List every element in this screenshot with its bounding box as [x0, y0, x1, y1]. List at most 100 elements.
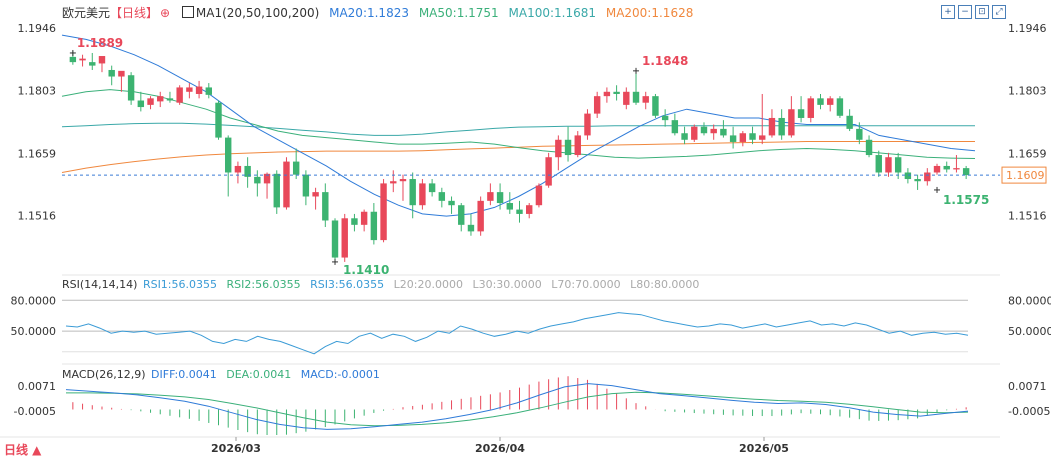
candle-body	[933, 165, 941, 173]
candle-body	[729, 135, 737, 142]
ma50-value: MA50:1.1751	[418, 6, 499, 20]
candle-body	[904, 172, 912, 180]
rsi-label: RSI(14,14,14)	[62, 278, 138, 291]
ma-label: MA1(20,50,100,200)	[195, 6, 320, 20]
candle-body	[195, 86, 203, 94]
candle-body	[545, 157, 552, 186]
last-price-label: 1.1609	[1006, 169, 1045, 182]
candle-body	[914, 179, 921, 182]
zoom-out-icon[interactable]: −	[958, 5, 972, 19]
candle-body	[564, 139, 572, 156]
annotation-low-right: 1.1575	[943, 193, 989, 207]
candle-body	[351, 218, 358, 225]
price-tick-right: 1.1946	[1008, 22, 1047, 35]
candle-body	[467, 224, 475, 232]
price-tick-right: 1.1659	[1008, 147, 1047, 160]
price-tick-left: 1.1946	[18, 22, 57, 35]
candle-body	[924, 172, 931, 182]
candle-body	[759, 135, 766, 140]
diff-value: DIFF:0.0041	[151, 368, 217, 381]
candle-body	[836, 98, 844, 116]
candle-body	[322, 192, 329, 221]
macd-tick-left: -0.0005	[14, 405, 56, 418]
candle-body	[856, 128, 863, 140]
candle-body	[137, 100, 145, 108]
candle-body	[215, 102, 222, 138]
x-axis-label: 2026/05	[739, 442, 789, 455]
period-tag[interactable]: 【日线】	[110, 6, 159, 20]
candle-body	[593, 96, 601, 114]
candle-body	[263, 173, 271, 184]
ma20-value: MA20:1.1823	[329, 6, 409, 20]
candle-body	[681, 133, 688, 140]
candle-body	[506, 203, 513, 210]
candle-body	[234, 165, 242, 173]
candle-body	[885, 157, 892, 173]
candle-body	[157, 96, 164, 102]
candle-body	[953, 168, 960, 170]
candle-body	[807, 98, 814, 118]
candle-body	[943, 165, 950, 170]
fullscreen-icon[interactable]: ⤢	[992, 5, 1006, 19]
candle-body	[312, 192, 319, 197]
candle-body	[778, 117, 785, 136]
candle-body	[739, 133, 747, 142]
diff-line	[65, 383, 969, 430]
candle-body	[244, 165, 251, 177]
price-tick-right: 1.1516	[1008, 210, 1047, 223]
candle-body	[302, 174, 310, 197]
candle-body	[341, 218, 348, 258]
candle-body	[555, 139, 562, 158]
indicator-icon[interactable]: ⊡	[975, 5, 989, 19]
price-tick-left: 1.1803	[18, 84, 57, 97]
settings-icon[interactable]: ⊕	[160, 6, 171, 20]
candle-body	[79, 58, 86, 61]
price-tick-left: 1.1516	[18, 210, 57, 223]
rsi-header: RSI(14,14,14) RSI1:56.0355 RSI2:56.0355 …	[62, 278, 705, 296]
last-price-box	[1001, 166, 1047, 184]
rsi-l30: L30:30.0000	[472, 278, 542, 291]
candle-body	[671, 120, 679, 134]
rsi-tick-left: 50.0000	[11, 325, 57, 338]
candle-body	[632, 91, 640, 103]
candle-body	[526, 205, 533, 214]
candle-body	[962, 168, 970, 176]
candle-body	[846, 115, 853, 129]
annotation-high-left: 1.1889	[77, 36, 123, 50]
candle-body	[254, 176, 261, 184]
rsi-l70: L70:70.0000	[551, 278, 621, 291]
candle-body	[827, 98, 834, 105]
annotation-high-mid: 1.1848	[642, 54, 688, 68]
candle-body	[623, 91, 630, 105]
candle-body	[225, 137, 232, 173]
candle-body	[166, 98, 174, 101]
dea-line	[66, 391, 969, 427]
candle-body	[613, 91, 620, 94]
candle-body	[535, 185, 543, 206]
candle-body	[390, 181, 397, 184]
candle-body	[419, 183, 426, 206]
period-switch-button[interactable]: 日线 ▲	[4, 443, 42, 457]
candle-body	[118, 70, 125, 77]
candle-body	[399, 179, 407, 182]
macd-tick-right: -0.0005	[1008, 405, 1050, 418]
candle-body	[768, 117, 776, 136]
candle-body	[603, 91, 611, 97]
candle-body	[477, 200, 484, 232]
candle-body	[147, 98, 154, 105]
rsi-tick-left: 80.0000	[11, 294, 57, 307]
zoom-in-icon[interactable]: +	[941, 5, 955, 19]
candle-body	[700, 126, 708, 134]
rsi-l80: L80:80.0000	[630, 278, 700, 291]
candle-body	[691, 126, 698, 140]
candle-body	[283, 161, 290, 208]
candle-body	[652, 96, 659, 116]
macd-tick-left: 0.0071	[18, 380, 57, 393]
candle-body	[584, 113, 591, 136]
rsi-tick-right: 80.0000	[1008, 294, 1051, 307]
candle-body	[661, 115, 669, 121]
candle-body	[108, 69, 115, 77]
candle-body	[273, 173, 280, 208]
ma-indicator-icon[interactable]	[181, 6, 194, 18]
